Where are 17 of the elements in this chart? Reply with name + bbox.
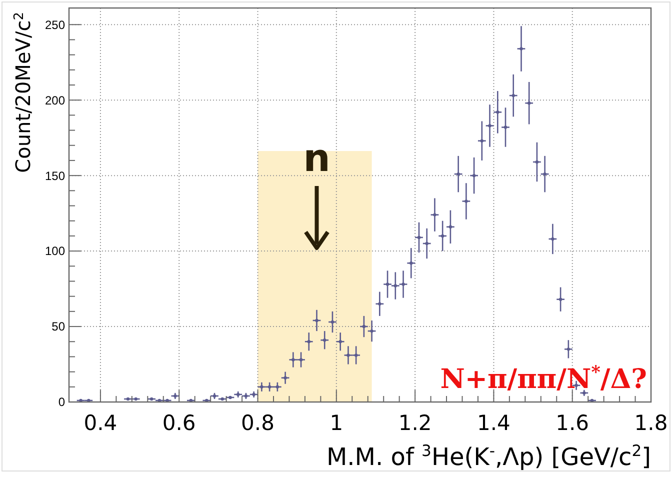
annotation: N+π/ππ/N$^{*}$/Δ?	[440, 363, 647, 395]
x-tick-label: 1.2	[398, 411, 432, 435]
x-tick-label: 1	[330, 411, 344, 435]
y-tick-label: 200	[44, 93, 66, 108]
y-tick-label: 100	[44, 244, 66, 258]
x-tick-label: 0.6	[162, 411, 196, 435]
y-tick-label: 250	[44, 18, 66, 32]
x-tick-label: 1.6	[556, 411, 590, 435]
x-tick-label: 0.4	[84, 411, 118, 435]
x-tick-label: 1.4	[477, 411, 510, 435]
y-tick-label: 50	[52, 320, 66, 334]
x-axis-title: M.M. of $^{3}$He(K$^{-}$,Λp) [GeV/c$^{2}$]	[326, 442, 651, 471]
annotation: n	[303, 136, 330, 180]
x-tick-label: 1.8	[634, 411, 668, 435]
x-tick-label: 0.8	[241, 411, 274, 435]
y-tick-label: 0	[58, 395, 66, 410]
y-tick-label: 150	[44, 168, 66, 183]
